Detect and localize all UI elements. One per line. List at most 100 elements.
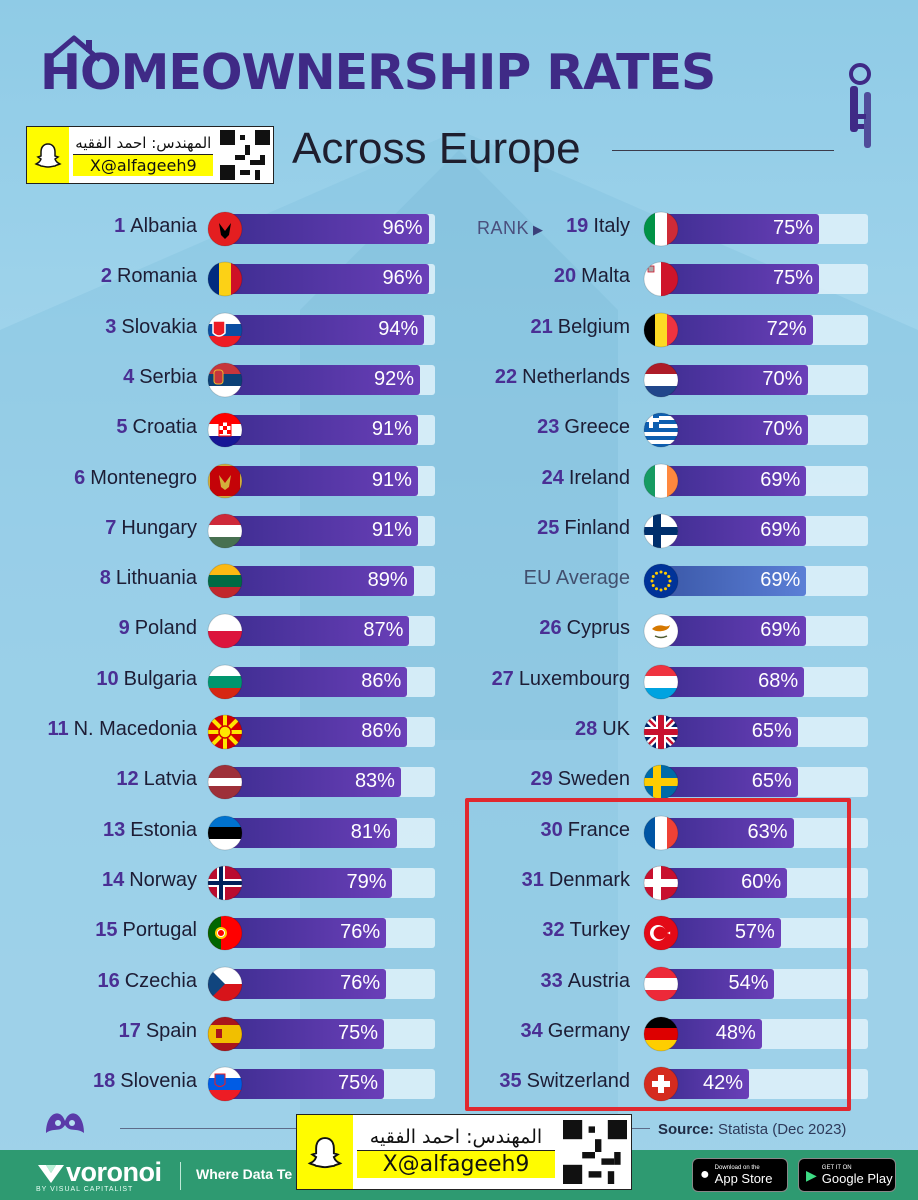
bar-track: 96% [225, 214, 435, 244]
bar-belgium [660, 314, 813, 345]
bar-poland [225, 616, 410, 647]
czechia-flag-icon [207, 966, 243, 1002]
country-name: Malta [581, 265, 630, 288]
row-label-slovenia: 18 Slovenia [93, 1070, 197, 1093]
country-name: Ireland [568, 466, 630, 489]
rank-number: 24 [541, 466, 564, 489]
country-name: Latvia [143, 768, 197, 791]
row-label-bulgaria: 10 Bulgaria [96, 668, 197, 691]
bar-track: 86% [225, 717, 435, 747]
footer-separator [180, 1162, 181, 1190]
bar-netherlands [660, 364, 809, 395]
value-label-luxembourg: 68% [758, 669, 799, 692]
rank-number: 29 [530, 768, 553, 791]
row-label-estonia: 13 Estonia [103, 819, 197, 842]
ireland-flag-icon [643, 463, 679, 499]
croatia-flag-icon [207, 412, 243, 448]
bar-montenegro [225, 465, 418, 496]
estonia-flag-icon [207, 815, 243, 851]
uk-flag-icon [643, 714, 679, 750]
france-flag-icon [643, 815, 679, 851]
country-name: Slovakia [121, 315, 197, 338]
value-label-greece: 70% [762, 418, 803, 441]
bar-track: 65% [660, 767, 868, 798]
bar-croatia [225, 415, 418, 446]
value-label-albania: 96% [382, 217, 423, 239]
germany-flag-icon [643, 1016, 679, 1052]
rank-number: 35 [499, 1070, 522, 1093]
country-name: Czechia [124, 969, 197, 992]
value-label-n-macedonia: 86% [361, 720, 402, 742]
rank-number: 26 [539, 617, 562, 640]
country-name: EU Average [523, 567, 630, 590]
rank-number: 9 [118, 617, 130, 640]
qr-code-icon [559, 1115, 631, 1189]
italy-flag-icon [643, 211, 679, 247]
country-name: Italy [593, 215, 630, 237]
rank-number: 15 [95, 919, 118, 942]
netherlands-flag-icon [643, 362, 679, 398]
value-label-switzerland: 42% [703, 1072, 744, 1095]
bar-italy [660, 214, 819, 244]
bar-eu-average [660, 566, 807, 597]
rank-number: 21 [530, 315, 553, 338]
slovakia-flag-icon [207, 312, 243, 348]
google-play-button[interactable]: ▶ GET IT ON Google Play [798, 1158, 896, 1192]
source-note: Source: Statista (Dec 2023) [658, 1121, 847, 1138]
bar-track: 54% [660, 968, 868, 999]
denmark-flag-icon [643, 865, 679, 901]
row-label-albania: 1 Albania [114, 215, 197, 238]
app-store-button[interactable]: ● Download on the App Store [692, 1158, 788, 1192]
row-label-netherlands: 22 Netherlands [495, 366, 630, 389]
value-label-romania: 96% [382, 267, 423, 290]
bar-track: 75% [660, 214, 868, 244]
bar-track: 48% [660, 1018, 868, 1049]
rank-number: 33 [540, 969, 563, 992]
value-label-portugal: 76% [340, 921, 381, 944]
value-label-finland: 69% [760, 518, 801, 541]
bar-track: 81% [225, 817, 435, 848]
bar-track: 69% [660, 616, 868, 647]
montenegro-flag-icon [207, 463, 243, 499]
value-label-eu-average: 69% [760, 569, 801, 592]
bar-slovakia [225, 314, 425, 345]
rank-number: 2 [100, 265, 112, 288]
bar-track: 94% [225, 314, 435, 345]
row-label-czechia: 16 Czechia [97, 970, 197, 993]
bar-turkey [660, 918, 781, 949]
bar-track: 69% [660, 566, 868, 597]
value-label-serbia: 92% [374, 367, 415, 390]
keys-icon [849, 63, 871, 148]
eu-flag-icon [643, 563, 679, 599]
rank-number: 12 [116, 768, 139, 791]
value-label-turkey: 57% [734, 921, 775, 944]
row-label-latvia: 12 Latvia [116, 768, 197, 791]
row-label-sweden: 29 Sweden [530, 768, 630, 791]
row-label-hungary: 7 Hungary [105, 517, 197, 540]
value-label-cyprus: 69% [760, 619, 801, 642]
bar-track: 57% [660, 918, 868, 949]
country-name: Albania [130, 215, 197, 237]
value-label-czechia: 76% [340, 971, 381, 994]
footer-tagline: Where Data Te [196, 1166, 293, 1182]
row-label-spain: 17 Spain [119, 1020, 197, 1043]
row-label-romania: 2 Romania [101, 265, 197, 288]
value-label-lithuania: 89% [367, 569, 408, 592]
bar-track: 96% [225, 264, 435, 295]
row-label-montenegro: 6 Montenegro [74, 467, 197, 490]
snapchat-ghost-icon [297, 1115, 353, 1189]
bar-track: 68% [660, 666, 868, 697]
bar-track: 79% [225, 867, 435, 898]
voronoi-brand[interactable]: voronoi [36, 1157, 162, 1188]
bar-romania [225, 264, 429, 295]
value-label-slovakia: 94% [378, 317, 419, 340]
cyprus-flag-icon [643, 613, 679, 649]
country-name: Romania [116, 265, 197, 288]
snapchat-ghost-icon [27, 127, 70, 183]
bar-track: 63% [660, 817, 868, 848]
finland-flag-icon [643, 513, 679, 549]
bar-czechia [225, 968, 387, 999]
bar-sweden [660, 767, 798, 798]
bar-track: 42% [660, 1069, 868, 1100]
